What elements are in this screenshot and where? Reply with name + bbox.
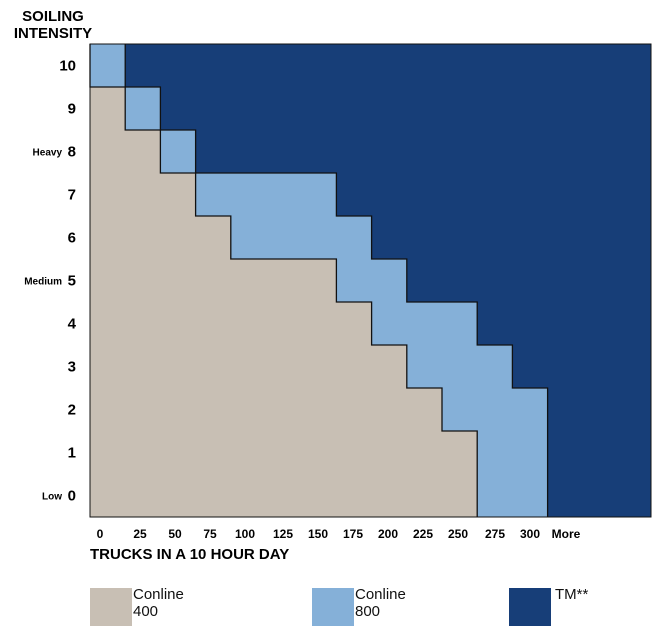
x-tick-label: More <box>552 527 581 541</box>
x-tick-label: 75 <box>203 527 217 541</box>
heatmap-cells <box>90 44 651 518</box>
x-tick-label: 300 <box>520 527 540 541</box>
y-tick-label: 4 <box>68 316 77 333</box>
plot-frame <box>89 43 652 518</box>
x-tick-label: 150 <box>308 527 328 541</box>
y-tick-label: 5 <box>68 273 76 290</box>
y-tick-label: 6 <box>68 230 76 247</box>
conline-400-cell-row-8 <box>90 130 161 174</box>
x-tick-label: 225 <box>413 527 433 541</box>
legend-swatch <box>509 588 551 626</box>
x-tick-label: 25 <box>133 527 147 541</box>
x-axis-title: TRUCKS IN A 10 HOUR DAY <box>90 546 289 563</box>
y-tick-label: 2 <box>68 402 76 419</box>
x-tick-label: 200 <box>378 527 398 541</box>
x-tick-label: 250 <box>448 527 468 541</box>
conline-800-border <box>124 44 549 517</box>
y-side-label: Medium <box>24 277 62 288</box>
conline-400-cell-row-3 <box>90 345 407 389</box>
conline-400-cell-row-0 <box>90 474 478 518</box>
legend-swatch <box>312 588 354 626</box>
legend-swatch <box>90 588 132 626</box>
x-tick-label: 175 <box>343 527 363 541</box>
x-tick-label: 100 <box>235 527 255 541</box>
legend-label: Conline 400 <box>133 586 184 620</box>
conline-400-cell-row-5 <box>90 259 337 303</box>
conline-400-border <box>89 44 478 517</box>
y-tick-label: 9 <box>68 101 76 118</box>
legend-label: TM** <box>555 586 589 603</box>
conline-400-cell-row-1 <box>90 431 478 475</box>
y-side-label: Heavy <box>33 148 63 159</box>
conline-400-cell-row-4 <box>90 302 372 346</box>
y-tick-label: 0 <box>68 488 76 505</box>
y-tick-label: 10 <box>59 58 76 75</box>
chart-text: SOILING INTENSITY TRUCKS IN A 10 HOUR DA… <box>14 8 581 563</box>
y-axis-title-line-1: SOILING <box>22 8 84 25</box>
y-tick-label: 7 <box>68 187 76 204</box>
x-tick-label: 0 <box>97 527 104 541</box>
x-tick-label: 50 <box>168 527 182 541</box>
conline-800-cell-row-10 <box>90 44 126 88</box>
conline-400-cell-row-7 <box>90 173 196 217</box>
y-tick-label: 8 <box>68 144 76 161</box>
y-tick-label: 1 <box>68 445 76 462</box>
region-borders <box>89 43 652 518</box>
conline-400-cell-row-6 <box>90 216 231 260</box>
x-tick-label: 125 <box>273 527 293 541</box>
y-tick-label: 3 <box>68 359 76 376</box>
legend-label: Conline 800 <box>355 586 406 620</box>
y-axis-title-line-2: INTENSITY <box>14 25 92 42</box>
conline-400-cell-row-2 <box>90 388 442 432</box>
conline-400-cell-row-9 <box>90 87 126 131</box>
x-tick-label: 275 <box>485 527 505 541</box>
y-side-label: Low <box>42 492 62 503</box>
